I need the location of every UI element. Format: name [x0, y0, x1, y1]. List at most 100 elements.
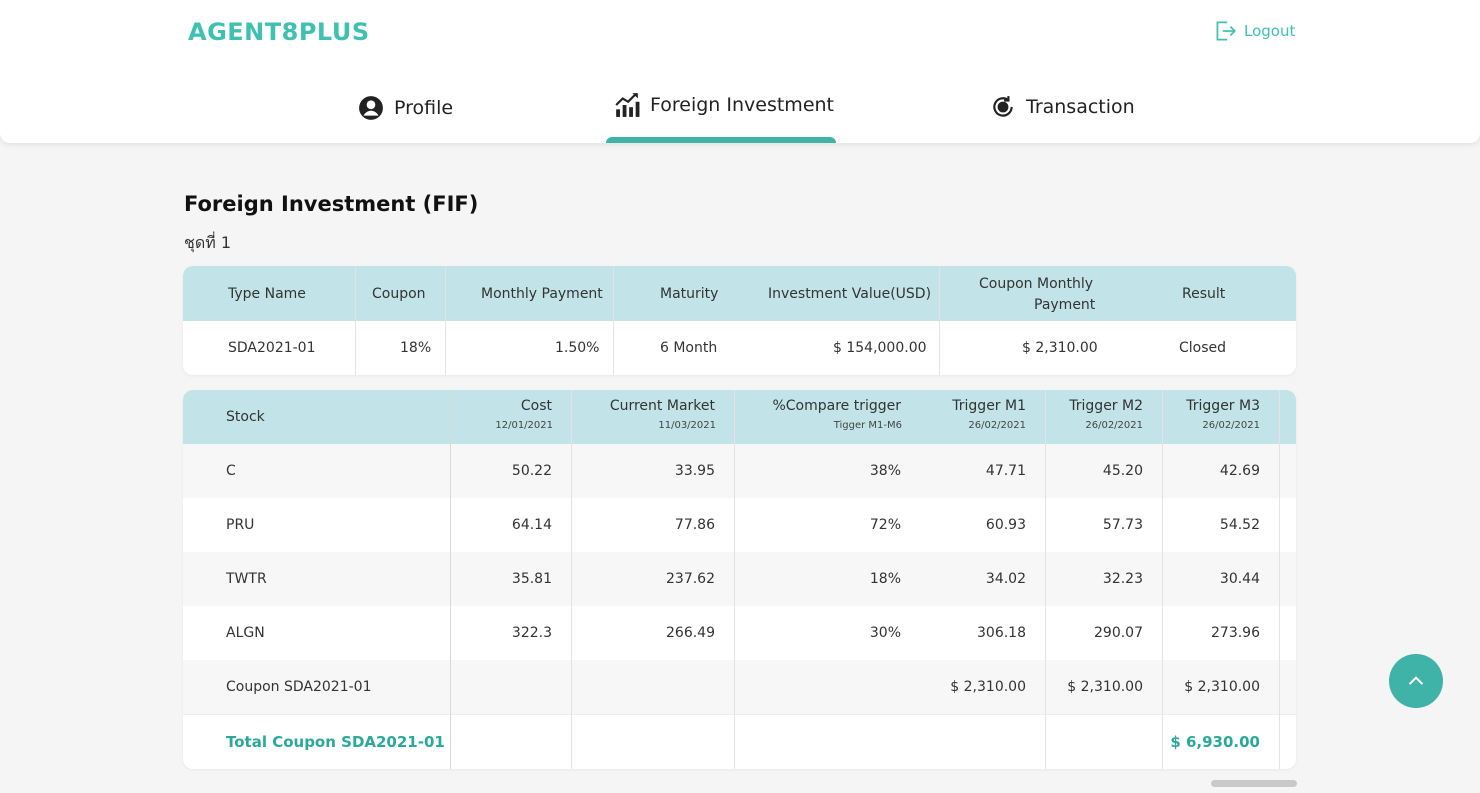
scroll-to-top-button[interactable] [1389, 654, 1443, 708]
set-label: ชุดที่ 1 [184, 233, 232, 252]
total-row [183, 714, 1296, 768]
header-current-market: Current Market [609, 398, 715, 414]
trigger-m2-value: 45.20 [1102, 463, 1143, 479]
sticky-column-divider [450, 390, 451, 769]
trigger-m1-value: 34.02 [985, 571, 1026, 587]
column-divider [939, 266, 940, 375]
table-row [183, 660, 1296, 714]
trigger-m2-value: 32.23 [1102, 571, 1143, 587]
cost-value: 50.22 [511, 463, 552, 479]
cost-value: 35.81 [511, 571, 552, 587]
header-coupon-monthly-line1: Coupon Monthly [979, 276, 1094, 292]
top-navigation-bar: AGENT8PLUS Logout Profile Foreign Invest… [0, 0, 1480, 143]
trigger-m2-value: 290.07 [1094, 625, 1143, 641]
trigger-m3-value: 54.52 [1219, 517, 1260, 533]
header-monthly-payment: Monthly Payment [481, 285, 603, 302]
header-trigger-m2: Trigger M2 [1069, 398, 1143, 414]
tab-foreign-investment-label: Foreign Investment [650, 94, 834, 116]
header-trigger-m3: Trigger M3 [1186, 398, 1260, 414]
money-exchange-icon [993, 96, 1013, 117]
header-maturity: Maturity [660, 285, 719, 302]
header-compare-trigger-sub: Tigger M1-M6 [833, 420, 902, 431]
tab-foreign-investment[interactable]: Foreign Investment [614, 92, 834, 118]
column-divider [1162, 390, 1163, 769]
table-row [183, 444, 1296, 498]
current-market-value: 77.86 [674, 517, 715, 533]
table-row [183, 552, 1296, 606]
header-trigger-m2-date: 26/02/2021 [1085, 420, 1143, 431]
summary-type-name: SDA2021-01 [228, 340, 316, 356]
total-coupon-value: $ 6,930.00 [1170, 732, 1260, 751]
trigger-m1-value: 306.18 [977, 625, 1026, 641]
summary-coupon-monthly-payment: $ 2,310.00 [1022, 340, 1098, 356]
header-cost: Cost [520, 398, 552, 414]
tab-transaction-label: Transaction [1026, 96, 1135, 118]
summary-result: Closed [1179, 340, 1227, 356]
tab-transaction[interactable]: Transaction [990, 94, 1135, 120]
header-investment-value: Investment Value(USD) [768, 285, 932, 302]
current-market-value: 33.95 [674, 463, 715, 479]
logout-icon [1216, 21, 1236, 41]
compare-trigger-value: 72% [869, 517, 901, 533]
header-current-market-date: 11/03/2021 [658, 420, 716, 431]
chevron-up-icon [1409, 676, 1423, 685]
coupon-m2-value: $ 2,310.00 [1067, 679, 1143, 695]
column-divider [445, 266, 446, 375]
active-tab-indicator [606, 137, 836, 143]
header-type-name: Type Name [228, 285, 306, 302]
column-divider [355, 266, 356, 375]
coupon-m3-value: $ 2,310.00 [1184, 679, 1260, 695]
chart-growth-icon [615, 93, 640, 117]
stock-name: ALGN [226, 625, 265, 641]
trigger-m1-value: 47.71 [985, 463, 1026, 479]
summary-monthly-payment: 1.50% [555, 340, 600, 356]
stock-detail-table[interactable]: Stock Cost 12/01/2021 Current Market 11/… [183, 390, 1296, 769]
column-divider [1279, 390, 1280, 769]
app-logo[interactable]: AGENT8PLUS [188, 18, 370, 46]
stock-name: C [226, 463, 236, 479]
logout-label: Logout [1244, 22, 1296, 40]
column-divider [1045, 390, 1046, 769]
trigger-m3-value: 273.96 [1211, 625, 1260, 641]
current-market-value: 266.49 [666, 625, 715, 641]
header-trigger-m1: Trigger M1 [952, 398, 1026, 414]
stock-name: PRU [226, 517, 255, 533]
header-coupon-monthly-line2: Payment [1034, 297, 1096, 313]
coupon-m1-value: $ 2,310.00 [950, 679, 1026, 695]
summary-maturity: 6 Month [660, 340, 718, 356]
trigger-m1-value: 60.93 [985, 517, 1026, 533]
tab-profile[interactable]: Profile [358, 95, 453, 121]
logout-button[interactable]: Logout [1212, 18, 1295, 44]
compare-trigger-value: 18% [869, 571, 901, 587]
header-result: Result [1182, 285, 1226, 302]
column-divider [571, 390, 572, 769]
trigger-m3-value: 30.44 [1219, 571, 1260, 587]
summary-investment-value: $ 154,000.00 [833, 340, 927, 356]
header-compare-trigger: %Compare trigger [772, 398, 901, 414]
tab-profile-label: Profile [394, 97, 454, 119]
column-divider [734, 390, 735, 769]
summary-header-row [183, 266, 1296, 321]
user-circle-icon [359, 96, 383, 120]
cost-value: 322.3 [511, 625, 552, 641]
header-stock: Stock [226, 409, 265, 425]
stock-name: TWTR [226, 571, 267, 587]
cost-value: 64.14 [511, 517, 552, 533]
header-cost-date: 12/01/2021 [495, 420, 553, 431]
horizontal-scrollbar[interactable] [1211, 780, 1297, 787]
compare-trigger-value: 38% [869, 463, 901, 479]
header-trigger-m3-date: 26/02/2021 [1202, 420, 1260, 431]
summary-coupon: 18% [400, 340, 432, 356]
compare-trigger-value: 30% [869, 625, 901, 641]
column-divider [613, 266, 614, 375]
trigger-m2-value: 57.73 [1102, 517, 1143, 533]
current-market-value: 237.62 [666, 571, 715, 587]
summary-table: Type Name Coupon Monthly Payment Maturit… [183, 266, 1296, 375]
detail-header-row [183, 390, 1296, 444]
page-title: Foreign Investment (FIF) [184, 192, 479, 216]
total-coupon-label: Total Coupon SDA2021-01 [226, 732, 445, 751]
header-trigger-m1-date: 26/02/2021 [968, 420, 1026, 431]
coupon-row-label: Coupon SDA2021-01 [226, 679, 372, 695]
header-coupon: Coupon [372, 285, 426, 302]
trigger-m3-value: 42.69 [1219, 463, 1260, 479]
